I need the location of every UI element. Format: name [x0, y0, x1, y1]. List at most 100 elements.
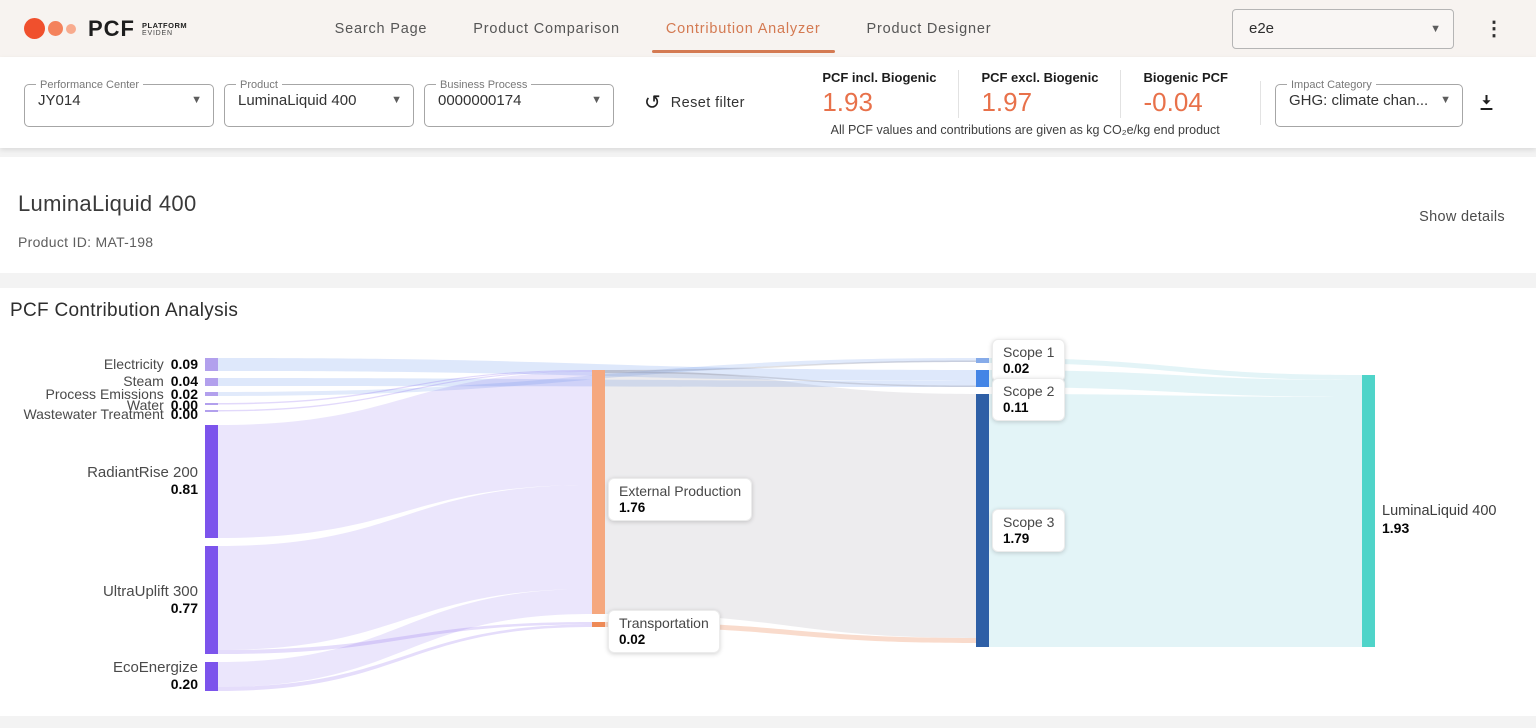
tab-product-comparison[interactable]: Product Comparison	[473, 20, 620, 37]
sankey-node-ultrauplift[interactable]	[205, 546, 218, 654]
footer-strip	[0, 716, 1536, 728]
download-icon	[1480, 95, 1493, 110]
sankey-node-external[interactable]	[592, 370, 605, 614]
performance-center-label: Performance Center	[40, 78, 140, 91]
sankey-node-scope2[interactable]	[976, 370, 989, 387]
download-button[interactable]	[1477, 93, 1496, 112]
chevron-down-icon: ▼	[1430, 22, 1441, 35]
pcf-units-note: All PCF values and contributions are giv…	[830, 123, 1220, 137]
logo-dot-large	[24, 18, 45, 39]
stat-value: 1.93	[822, 87, 873, 117]
sankey-label-radiantrise: RadiantRise 200 0.81	[87, 464, 198, 497]
pcf-contribution-analysis-section: PCF Contribution Analysis Electricity 0.0…	[0, 288, 1536, 716]
product-select[interactable]: Product LuminaLiquid 400 ▼	[224, 78, 414, 127]
sankey-link-ultrauplift-to-external	[218, 485, 592, 650]
chevron-down-icon: ▼	[191, 94, 202, 106]
sankey-node-steam[interactable]	[205, 378, 218, 386]
environment-select[interactable]: e2e ▼	[1232, 8, 1454, 49]
sankey-label-process: Process Emissions 0.02	[45, 386, 198, 402]
sankey-node-scope3[interactable]	[976, 394, 989, 647]
tab-contribution-analyzer[interactable]: Contribution Analyzer	[651, 15, 835, 53]
filter-bar: Performance Center JY014 ▼ Product Lumin…	[0, 57, 1536, 148]
sankey-label-transport: Transportation 0.02	[608, 610, 720, 653]
sankey-link-water-to-external	[218, 370, 592, 405]
section-gap	[0, 148, 1536, 157]
reset-filter-button[interactable]: ↺ Reset filter	[644, 93, 745, 113]
sankey-link-scope1-to-final	[989, 358, 1362, 380]
sankey-label-scope3: Scope 3 1.79	[992, 509, 1066, 552]
product-value: LuminaLiquid 400	[238, 91, 357, 109]
sankey-link-radiantrise-to-external	[218, 372, 592, 538]
sankey-link-external-to-scope1	[605, 360, 976, 372]
sankey-label-ultrauplift: UltraUplift 300 0.77	[102, 583, 198, 616]
sankey-node-wastewater[interactable]	[205, 410, 218, 412]
stat-biogenic-pcf: Biogenic PCF -0.04	[1120, 70, 1250, 118]
performance-center-value: JY014	[38, 91, 81, 109]
sankey-node-radiantrise[interactable]	[205, 425, 218, 538]
sankey-label-ecoenergize: EcoEnergize 0.20	[112, 659, 198, 692]
product-label: Product	[240, 78, 278, 91]
sankey-node-electricity[interactable]	[205, 358, 218, 371]
sankey-link-electricity-to-scope2	[218, 358, 976, 381]
sankey-label-electricity: Electricity 0.09	[103, 356, 198, 372]
show-details-link[interactable]: Show details	[1419, 209, 1505, 225]
sankey-node-transport[interactable]	[592, 622, 605, 627]
sankey-label-scope2: Scope 2 0.11	[992, 378, 1066, 421]
reset-icon: ↺	[644, 91, 661, 114]
sankey-link-ecoenergize-to-external	[218, 589, 592, 687]
sankey-link-ultrauplift-to-transport	[218, 622, 592, 654]
sankey-link-scope2-to-final	[989, 370, 1362, 397]
product-id: Product ID: MAT-198	[18, 234, 154, 250]
chart-title: PCF Contribution Analysis	[10, 300, 239, 321]
stat-value: 1.97	[981, 87, 1033, 117]
business-process-label: Business Process	[440, 78, 528, 91]
pcf-stats: PCF incl. Biogenic 1.93 PCF excl. Biogen…	[800, 57, 1250, 137]
sankey-node-process[interactable]	[205, 392, 218, 396]
chevron-down-icon: ▼	[391, 94, 402, 106]
brand-subtitle: PLATFORM EVIDEN	[142, 20, 188, 37]
stat-pcf-incl-biogenic: PCF incl. Biogenic 1.93	[822, 70, 937, 117]
sankey-node-ecoenergize[interactable]	[205, 662, 218, 691]
sankey-label-wastewater: Wastewater Treatment 0.00	[23, 406, 198, 422]
sankey-link-ecoenergize-to-transport	[218, 624, 592, 691]
section-gap	[0, 273, 1536, 288]
sankey-label-water: Water 0.00	[126, 397, 198, 413]
impact-category-label: Impact Category	[1291, 78, 1372, 91]
logo-dots-icon	[24, 18, 76, 39]
top-nav-bar: PCF PLATFORM EVIDEN Search Page Product …	[0, 0, 1536, 57]
chevron-down-icon: ▼	[591, 94, 602, 106]
performance-center-select[interactable]: Performance Center JY014 ▼	[24, 78, 214, 127]
tab-product-designer[interactable]: Product Designer	[866, 20, 992, 37]
sankey-link-external-to-scope3	[605, 370, 976, 638]
environment-select-value: e2e	[1249, 20, 1275, 37]
chevron-down-icon: ▼	[1440, 94, 1451, 106]
business-process-select[interactable]: Business Process 0000000174 ▼	[424, 78, 614, 127]
sankey-label-final: LuminaLiquid 400 1.93	[1382, 503, 1497, 536]
divider	[1260, 80, 1261, 125]
logo-dot-medium	[48, 21, 63, 36]
kebab-menu-button[interactable]: ⋮	[1484, 18, 1504, 40]
main-tabs: Search Page Product Comparison Contribut…	[334, 15, 992, 53]
stat-pcf-excl-biogenic: PCF excl. Biogenic 1.97	[958, 70, 1120, 118]
sankey-link-scope3-to-final	[989, 394, 1362, 647]
reset-filter-label: Reset filter	[670, 94, 745, 111]
sankey-label-scope1: Scope 1 0.02	[992, 339, 1066, 382]
impact-category-value: GHG: climate chan...	[1289, 91, 1429, 109]
brand-name: PCF	[88, 15, 135, 41]
product-summary-card: LuminaLiquid 400 Product ID: MAT-198 Sho…	[0, 157, 1536, 273]
brand-logo: PCF PLATFORM EVIDEN	[24, 16, 204, 42]
stat-value: -0.04	[1143, 87, 1203, 117]
product-title: LuminaLiquid 400	[18, 191, 197, 216]
sankey-label-steam: Steam 0.04	[123, 373, 198, 389]
logo-dot-small	[66, 23, 76, 34]
sankey-link-wastewater-to-external	[218, 371, 592, 412]
sankey-diagram	[205, 358, 1375, 691]
sankey-label-external: External Production 1.76	[608, 478, 753, 521]
sankey-node-final[interactable]	[1362, 375, 1375, 647]
sankey-link-external-to-scope2	[605, 371, 976, 387]
tab-search-page[interactable]: Search Page	[334, 20, 428, 37]
business-process-value: 0000000174	[438, 91, 522, 109]
impact-category-select[interactable]: Impact Category GHG: climate chan... ▼	[1275, 78, 1463, 127]
sankey-node-water[interactable]	[205, 403, 218, 405]
sankey-node-scope1[interactable]	[976, 358, 989, 363]
